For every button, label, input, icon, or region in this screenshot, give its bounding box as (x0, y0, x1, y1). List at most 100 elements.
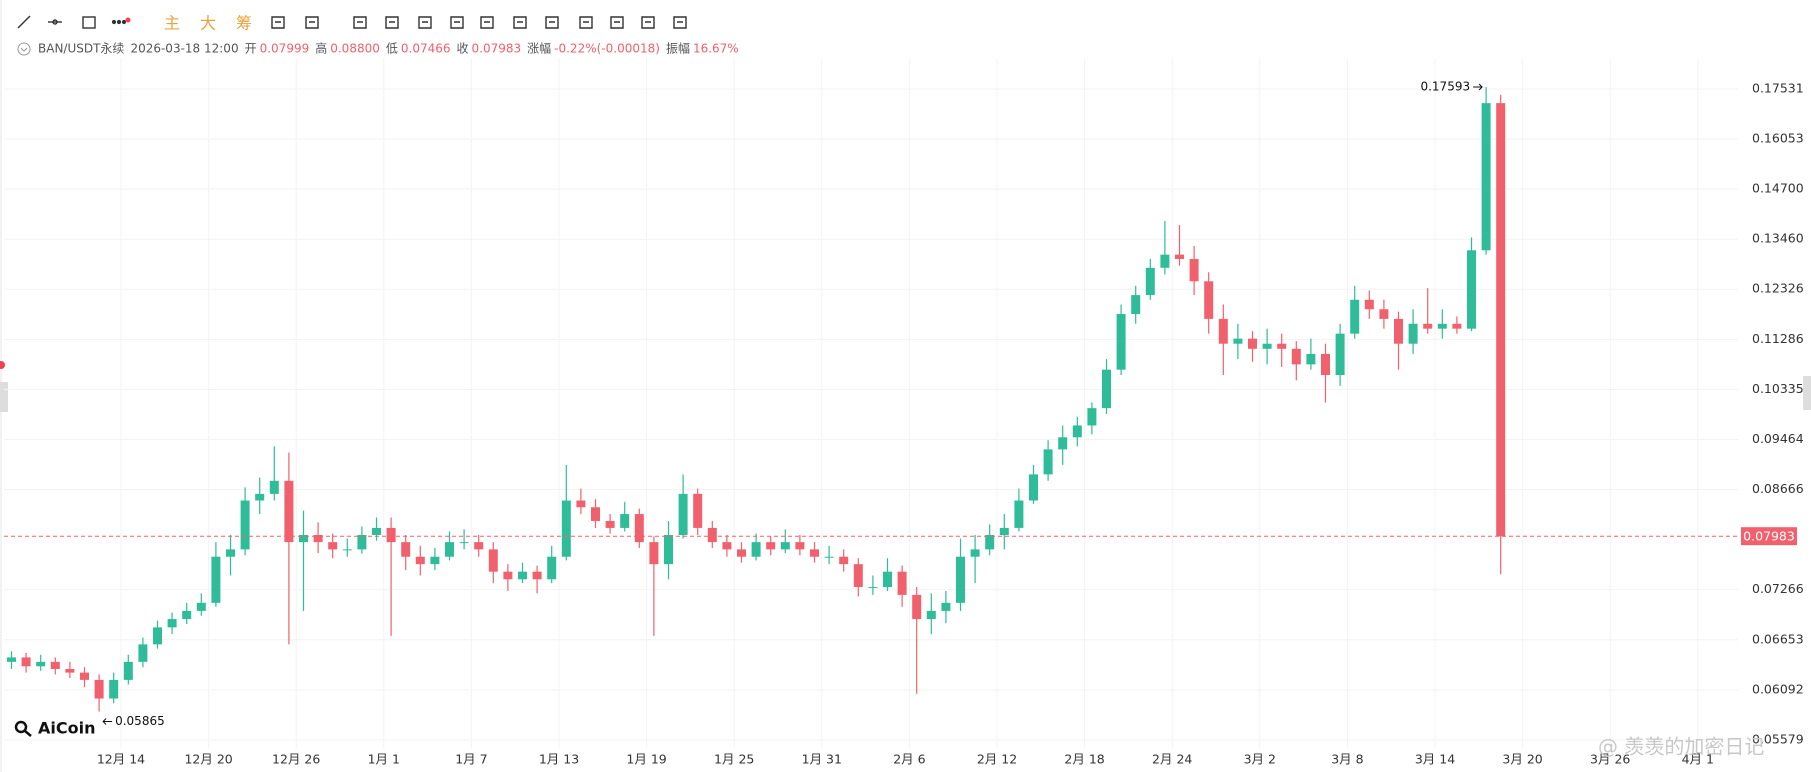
right-tab[interactable] (1803, 376, 1811, 410)
tool-icon[interactable] (579, 16, 593, 29)
candle-body (737, 549, 746, 557)
toolbar-button[interactable]: 筹 (236, 14, 252, 33)
x-tick-label: 4月 1 (1682, 752, 1714, 767)
x-tick-label: 1月 13 (539, 752, 579, 767)
toolbar-button[interactable]: 主 (164, 14, 180, 33)
candle-body (1014, 500, 1024, 528)
y-tick-label: 0.12326 (1752, 281, 1804, 296)
candle-body (1233, 338, 1243, 344)
x-tick-label: 2月 18 (1064, 752, 1104, 767)
x-tick-label: 12月 26 (272, 752, 320, 767)
y-tick-label: 0.06092 (1752, 681, 1804, 696)
candle-body (94, 679, 104, 699)
icon-shape (610, 16, 624, 29)
candle-body (956, 556, 965, 603)
info-text: 0.07999 (260, 42, 310, 56)
x-tick-label: 12月 20 (184, 752, 232, 767)
candle-body (1452, 323, 1462, 329)
candle-body (372, 527, 381, 535)
candle-body (941, 602, 951, 611)
candle-body (634, 514, 644, 543)
x-tick-label: 1月 31 (802, 752, 842, 767)
left-dot (0, 361, 5, 369)
tool-icon[interactable] (48, 19, 62, 25)
candle-body (226, 549, 235, 557)
candle-body (109, 679, 119, 699)
collapse-icon[interactable] (17, 42, 31, 56)
candle-body (123, 661, 133, 680)
info-text: 低 (386, 42, 398, 56)
tool-icon[interactable] (82, 16, 96, 29)
x-tick-label: 3月 2 (1244, 752, 1276, 767)
candle-body (1204, 281, 1214, 319)
candle-body (1116, 314, 1126, 370)
candle-body (36, 661, 46, 667)
icon-shape (116, 19, 122, 25)
candle-body (503, 571, 513, 580)
candle-body (415, 556, 425, 565)
candle-body (664, 534, 673, 565)
tool-icon[interactable] (418, 16, 432, 29)
info-text: 收 (457, 42, 469, 56)
watermark: @ 羡羡的加密日记 (1598, 735, 1764, 759)
candle-body (1467, 250, 1476, 329)
x-tick-label: 3月 20 (1502, 752, 1542, 767)
icon-shape (353, 16, 367, 29)
candle-body (1029, 474, 1038, 501)
tool-icon[interactable] (305, 16, 319, 29)
candle-body (1160, 254, 1170, 268)
candle-body (853, 564, 863, 588)
candle-body (1072, 425, 1082, 438)
tool-icon[interactable] (111, 17, 131, 25)
info-text: 2026-03-18 12:00 (130, 42, 238, 56)
candle-body (284, 480, 294, 543)
tool-icon[interactable] (513, 16, 527, 29)
candle-body (430, 556, 440, 565)
candle-body (153, 627, 162, 645)
candle-body (751, 542, 761, 557)
candle-body (810, 549, 819, 557)
tool-icon[interactable] (450, 16, 464, 29)
candle-body (780, 542, 790, 550)
candle-body (80, 672, 89, 680)
candle-body (1058, 437, 1068, 450)
candle-body (328, 542, 338, 550)
candle-body (269, 480, 279, 494)
tool-icon[interactable] (480, 16, 494, 29)
tool-icon[interactable] (610, 16, 624, 29)
candle-body (1291, 348, 1301, 365)
last-price-label: 0.07983 (1743, 529, 1795, 544)
candle-body (591, 507, 600, 521)
y-tick-label: 0.07266 (1752, 581, 1804, 596)
candle-body (766, 542, 776, 550)
info-text: 涨幅 (527, 41, 551, 56)
candle-body (722, 542, 732, 550)
candle-body (1306, 353, 1316, 365)
info-text: 振幅 (666, 41, 690, 56)
candle-body (357, 534, 367, 550)
tool-icon[interactable] (673, 16, 687, 29)
icon-shape (545, 16, 559, 29)
toolbar-button[interactable]: 大 (200, 14, 216, 33)
tool-icon[interactable] (17, 15, 31, 29)
candle-body (532, 571, 542, 580)
y-tick-label: 0.06653 (1752, 631, 1804, 646)
tool-icon[interactable] (545, 16, 559, 29)
candle-body (678, 493, 688, 535)
left-tab[interactable] (0, 382, 8, 412)
icon-shape (641, 16, 655, 29)
info-text: 开 (245, 42, 257, 56)
tool-icon[interactable] (353, 16, 367, 29)
tool-icon[interactable] (385, 16, 399, 29)
candle-body (1481, 103, 1491, 251)
candle-body (138, 644, 148, 662)
icon-shape (17, 15, 31, 29)
candle-body (605, 520, 615, 528)
candle-body (1364, 299, 1374, 310)
tool-icon[interactable] (271, 16, 285, 29)
y-tick-label: 0.09464 (1752, 431, 1804, 446)
tool-icon[interactable] (641, 16, 655, 29)
y-tick-label: 0.16053 (1752, 131, 1804, 146)
candle-body (1321, 353, 1330, 376)
